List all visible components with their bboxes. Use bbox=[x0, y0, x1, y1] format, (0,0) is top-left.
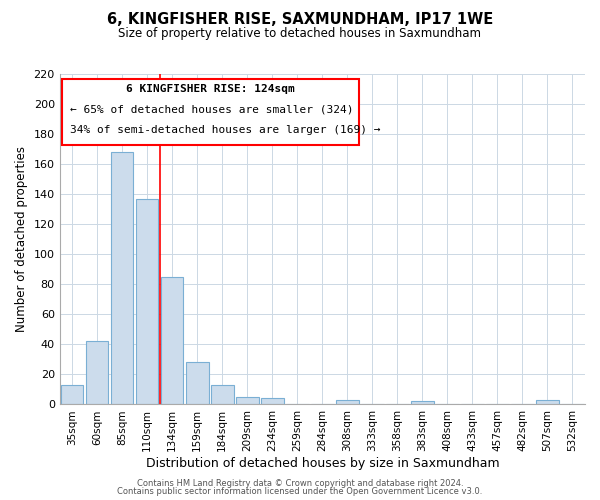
Bar bbox=[61, 385, 83, 404]
Bar bbox=[336, 400, 359, 404]
Text: Contains public sector information licensed under the Open Government Licence v3: Contains public sector information licen… bbox=[118, 487, 482, 496]
X-axis label: Distribution of detached houses by size in Saxmundham: Distribution of detached houses by size … bbox=[146, 457, 499, 470]
Bar bbox=[86, 342, 109, 404]
Text: 6 KINGFISHER RISE: 124sqm: 6 KINGFISHER RISE: 124sqm bbox=[127, 84, 295, 94]
Bar bbox=[261, 398, 284, 404]
Text: 34% of semi-detached houses are larger (169) →: 34% of semi-detached houses are larger (… bbox=[70, 125, 380, 135]
Bar bbox=[111, 152, 133, 405]
Bar bbox=[411, 402, 434, 404]
Bar bbox=[161, 277, 184, 404]
Y-axis label: Number of detached properties: Number of detached properties bbox=[15, 146, 28, 332]
Bar bbox=[136, 198, 158, 404]
Bar bbox=[211, 385, 233, 404]
Bar bbox=[536, 400, 559, 404]
Text: ← 65% of detached houses are smaller (324): ← 65% of detached houses are smaller (32… bbox=[70, 104, 353, 115]
Text: Size of property relative to detached houses in Saxmundham: Size of property relative to detached ho… bbox=[119, 28, 482, 40]
Text: Contains HM Land Registry data © Crown copyright and database right 2024.: Contains HM Land Registry data © Crown c… bbox=[137, 478, 463, 488]
FancyBboxPatch shape bbox=[62, 79, 359, 145]
Bar bbox=[236, 397, 259, 404]
Text: 6, KINGFISHER RISE, SAXMUNDHAM, IP17 1WE: 6, KINGFISHER RISE, SAXMUNDHAM, IP17 1WE bbox=[107, 12, 493, 28]
Bar bbox=[186, 362, 209, 405]
